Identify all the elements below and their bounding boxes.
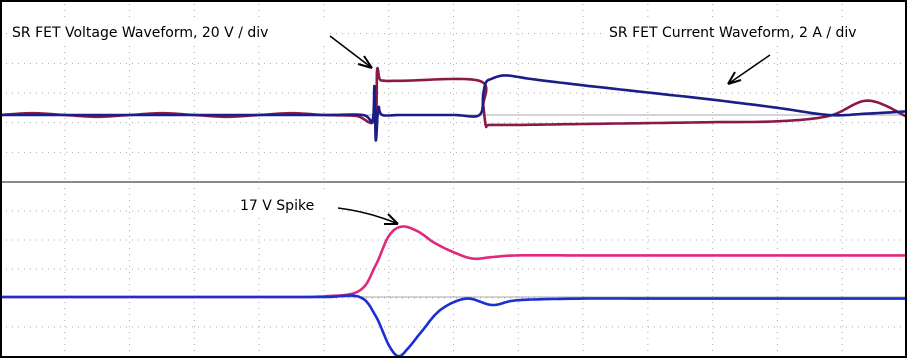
current-arrow [727, 54, 771, 85]
voltage-waveform-label: SR FET Voltage Waveform, 20 V / div [12, 25, 268, 41]
bottom-trace-1 [0, 294, 907, 358]
top-traces [0, 66, 907, 142]
top-trace-1 [0, 74, 907, 142]
spike-arrow [337, 207, 399, 225]
top-panel [0, 4, 907, 182]
bottom-grid [0, 182, 907, 356]
bottom-traces [0, 225, 907, 358]
spike-label-bg [236, 193, 340, 215]
current-waveform-label: SR FET Current Waveform, 2 A / div [609, 25, 857, 41]
spike-label: 17 V Spike [240, 198, 314, 214]
top-trace-0 [0, 66, 907, 129]
voltage-arrow [329, 35, 373, 69]
bottom-panel [0, 182, 907, 358]
current-label-bg [606, 20, 904, 42]
voltage-label-bg [8, 20, 330, 42]
